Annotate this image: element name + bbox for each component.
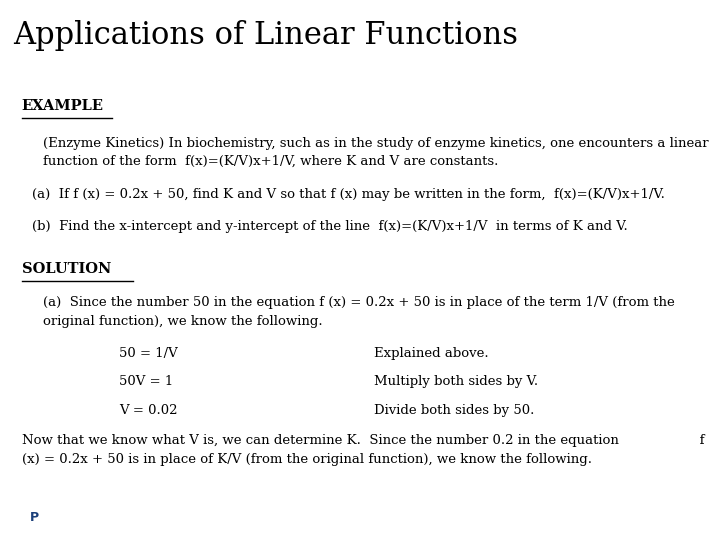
Text: Applications of Linear Functions: Applications of Linear Functions — [13, 20, 518, 51]
Text: Explained above.: Explained above. — [374, 347, 489, 360]
Text: Now that we know what V is, we can determine K.  Since the number 0.2 in the equ: Now that we know what V is, we can deter… — [22, 434, 704, 466]
Text: Slide 21: Slide 21 — [629, 510, 698, 525]
Text: SOLUTION: SOLUTION — [22, 262, 111, 276]
Text: (a)  Since the number 50 in the equation f (x) = 0.2x + 50 is in place of the te: (a) Since the number 50 in the equation … — [43, 296, 675, 328]
Text: Multiply both sides by V.: Multiply both sides by V. — [374, 375, 539, 388]
Text: Goldstein/Schneider/Lay/Asmar, Calculus and Its Applications, 14e: Goldstein/Schneider/Lay/Asmar, Calculus … — [210, 507, 510, 516]
Text: (b)  Find the x-intercept and y-intercept of the line  f(x)=(K/V)x+1/V  in terms: (b) Find the x-intercept and y-intercept… — [32, 220, 628, 233]
Text: (Enzyme Kinetics) In biochemistry, such as in the study of enzyme kinetics, one : (Enzyme Kinetics) In biochemistry, such … — [43, 137, 708, 168]
Text: (a)  If f (x) = 0.2x + 50, find K and V so that f (x) may be written in the form: (a) If f (x) = 0.2x + 50, find K and V s… — [32, 187, 665, 200]
Text: 50V = 1: 50V = 1 — [119, 375, 173, 388]
Text: P: P — [30, 511, 39, 524]
Text: V = 0.02: V = 0.02 — [119, 403, 177, 416]
Text: EXAMPLE: EXAMPLE — [22, 99, 104, 113]
Text: Divide both sides by 50.: Divide both sides by 50. — [374, 403, 535, 416]
Circle shape — [0, 508, 193, 528]
Text: 50 = 1/V: 50 = 1/V — [119, 347, 178, 360]
Text: Pearson: Pearson — [71, 511, 120, 524]
Text: Copyright © 2018, 2014, 2010 Pearson Education Inc.: Copyright © 2018, 2014, 2010 Pearson Edu… — [257, 523, 463, 532]
